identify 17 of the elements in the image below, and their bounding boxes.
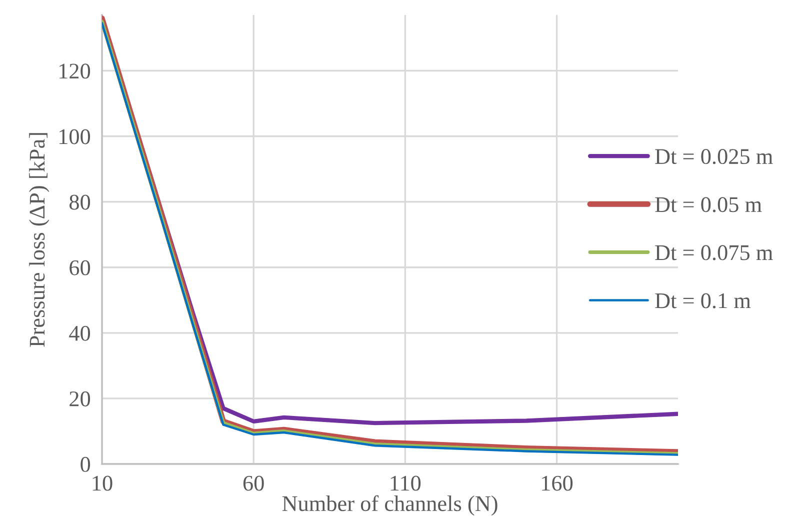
y-axis-title: Pressure loss (ΔP) [kPa] <box>29 133 50 347</box>
y-tick-label: 0 <box>80 456 90 472</box>
x-tick-label: 10 <box>92 476 112 491</box>
legend-label: Dt = 0.025 m <box>655 149 773 164</box>
y-tick-label: 40 <box>69 326 90 341</box>
x-tick-label: 60 <box>243 476 264 491</box>
y-tick-label: 20 <box>70 391 90 406</box>
x-tick-label: 110 <box>390 476 421 491</box>
x-tick-label: 160 <box>542 476 573 491</box>
y-tick-label: 60 <box>70 260 90 276</box>
y-tick-label: 120 <box>60 64 90 79</box>
x-axis-title: Number of channels (N) <box>282 495 498 516</box>
legend-label: Dt = 0.05 m <box>655 197 762 212</box>
y-tick-label: 80 <box>70 194 90 210</box>
y-tick-label: 100 <box>60 129 90 144</box>
legend-label: Dt = 0.075 m <box>655 245 773 260</box>
legend-label: Dt = 0.1 m <box>655 293 751 308</box>
